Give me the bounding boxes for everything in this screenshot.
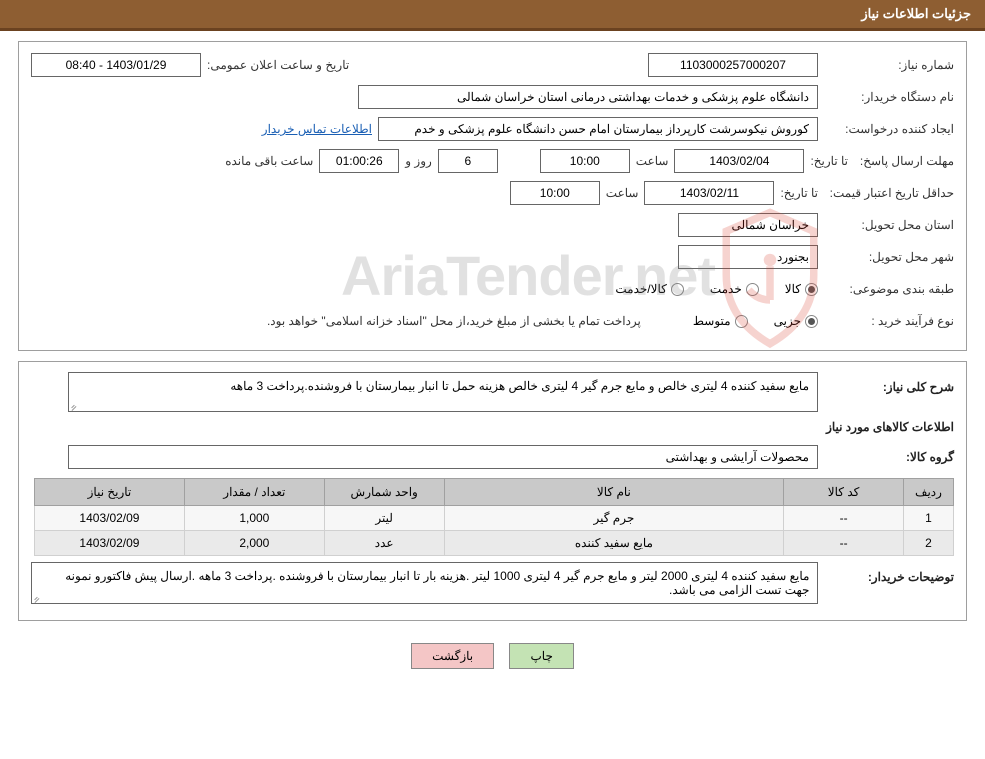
validity-date: 1403/02/11 [644, 181, 774, 205]
main-container: جزئیات اطلاعات نیاز AriaTender.net شماره… [0, 0, 985, 691]
items-title: اطلاعات کالاهای مورد نیاز [31, 420, 954, 434]
radio-partial[interactable]: جزیی [774, 314, 818, 328]
validity-label: حداقل تاریخ اعتبار قیمت: [824, 186, 954, 200]
category-label: طبقه بندی موضوعی: [824, 282, 954, 296]
remaining-label: ساعت باقی مانده [225, 154, 313, 168]
until-date-label-2: تا تاریخ: [780, 186, 818, 200]
table-header-row: ردیف کد کالا نام کالا واحد شمارش تعداد /… [35, 479, 954, 506]
cell: 2 [904, 531, 954, 556]
resize-handle-icon[interactable] [34, 593, 42, 601]
row-validity: حداقل تاریخ اعتبار قیمت: تا تاریخ: 1403/… [31, 180, 954, 206]
cell: لیتر [324, 506, 444, 531]
general-need-label: شرح کلی نیاز: [824, 380, 954, 394]
page-title-bar: جزئیات اطلاعات نیاز [0, 0, 985, 31]
radio-circle-icon [671, 283, 684, 296]
row-request-no: شماره نیاز: 1103000257000207 تاریخ و ساع… [31, 52, 954, 78]
content-area: AriaTender.net شماره نیاز: 1103000257000… [0, 31, 985, 691]
deadline-label: مهلت ارسال پاسخ: [854, 154, 954, 168]
th-row: ردیف [904, 479, 954, 506]
row-creator: ایجاد کننده درخواست: کوروش نیکوسرشت کارپ… [31, 116, 954, 142]
resize-handle-icon[interactable] [71, 401, 79, 409]
buyer-note-text-content: مایع سفید کننده 4 لیتری 2000 لیتر و مایع… [65, 569, 809, 597]
group-label: گروه کالا: [824, 450, 954, 464]
radio-service-label: خدمت [710, 282, 742, 296]
row-city: شهر محل تحویل: بجنورد [31, 244, 954, 270]
province-label: استان محل تحویل: [824, 218, 954, 232]
time-label-1: ساعت [636, 154, 669, 168]
row-buyer-note: توضیحات خریدار: مایع سفید کننده 4 لیتری … [31, 562, 954, 604]
row-deadline: مهلت ارسال پاسخ: تا تاریخ: 1403/02/04 سا… [31, 148, 954, 174]
th-unit: واحد شمارش [324, 479, 444, 506]
info-section: شماره نیاز: 1103000257000207 تاریخ و ساع… [18, 41, 967, 351]
th-qty: تعداد / مقدار [184, 479, 324, 506]
radio-medium[interactable]: متوسط [693, 314, 748, 328]
creator-value: کوروش نیکوسرشت کارپرداز بیمارستان امام ح… [378, 117, 818, 141]
days-remaining: 6 [438, 149, 498, 173]
cell: جرم گیر [444, 506, 784, 531]
items-table: ردیف کد کالا نام کالا واحد شمارش تعداد /… [34, 478, 954, 556]
days-and-label: روز و [405, 154, 432, 168]
payment-note: پرداخت تمام یا بخشی از مبلغ خرید،از محل … [267, 314, 641, 328]
cell: -- [784, 531, 904, 556]
radio-circle-icon [805, 315, 818, 328]
deadline-time: 10:00 [540, 149, 630, 173]
need-section: شرح کلی نیاز: مایع سفید کننده 4 لیتری خا… [18, 361, 967, 621]
buyer-value: دانشگاه علوم پزشکی و خدمات بهداشتی درمان… [358, 85, 818, 109]
th-code: کد کالا [784, 479, 904, 506]
request-no-value: 1103000257000207 [648, 53, 818, 77]
buyer-label: نام دستگاه خریدار: [824, 90, 954, 104]
print-button[interactable]: چاپ [509, 643, 573, 669]
deadline-date: 1403/02/04 [674, 149, 804, 173]
cell: 1,000 [184, 506, 324, 531]
cell: 1403/02/09 [35, 506, 185, 531]
announce-value: 1403/01/29 - 08:40 [31, 53, 201, 77]
th-name: نام کالا [444, 479, 784, 506]
cell: 1403/02/09 [35, 531, 185, 556]
row-group: گروه کالا: محصولات آرایشی و بهداشتی [31, 442, 954, 472]
radio-circle-icon [805, 283, 818, 296]
request-no-label: شماره نیاز: [824, 58, 954, 72]
general-need-text: مایع سفید کننده 4 لیتری خالص و مایع جرم … [68, 372, 818, 412]
buyer-note-label: توضیحات خریدار: [824, 570, 954, 584]
radio-goods-label: کالا [785, 282, 801, 296]
announce-label: تاریخ و ساعت اعلان عمومی: [207, 58, 349, 72]
purchase-type-label: نوع فرآیند خرید : [824, 314, 954, 328]
city-label: شهر محل تحویل: [824, 250, 954, 264]
time-label-2: ساعت [606, 186, 639, 200]
row-purchase-type: نوع فرآیند خرید : جزیی متوسط پرداخت تمام… [31, 308, 954, 334]
cell: -- [784, 506, 904, 531]
radio-service[interactable]: خدمت [710, 282, 759, 296]
row-buyer: نام دستگاه خریدار: دانشگاه علوم پزشکی و … [31, 84, 954, 110]
cell: عدد [324, 531, 444, 556]
general-need-text-content: مایع سفید کننده 4 لیتری خالص و مایع جرم … [230, 379, 809, 393]
radio-circle-icon [735, 315, 748, 328]
city-value: بجنورد [678, 245, 818, 269]
radio-goods[interactable]: کالا [785, 282, 818, 296]
button-row: چاپ بازگشت [18, 631, 967, 681]
row-category: طبقه بندی موضوعی: کالا خدمت کالا/خدمت [31, 276, 954, 302]
buyer-contact-link[interactable]: اطلاعات تماس خریدار [262, 122, 372, 136]
back-button[interactable]: بازگشت [411, 643, 494, 669]
radio-medium-label: متوسط [693, 314, 731, 328]
th-date: تاریخ نیاز [35, 479, 185, 506]
radio-partial-label: جزیی [774, 314, 801, 328]
radio-circle-icon [746, 283, 759, 296]
table-row: 2 -- مایع سفید کننده عدد 2,000 1403/02/0… [35, 531, 954, 556]
radio-goods-service[interactable]: کالا/خدمت [615, 282, 683, 296]
province-value: خراسان شمالی [678, 213, 818, 237]
cell: 1 [904, 506, 954, 531]
row-general-need: شرح کلی نیاز: مایع سفید کننده 4 لیتری خا… [31, 372, 954, 412]
creator-label: ایجاد کننده درخواست: [824, 122, 954, 136]
cell: مایع سفید کننده [444, 531, 784, 556]
until-date-label-1: تا تاریخ: [810, 154, 848, 168]
row-province: استان محل تحویل: خراسان شمالی [31, 212, 954, 238]
remaining-time: 01:00:26 [319, 149, 399, 173]
group-value: محصولات آرایشی و بهداشتی [68, 445, 818, 469]
validity-time: 10:00 [510, 181, 600, 205]
page-title: جزئیات اطلاعات نیاز [861, 6, 971, 21]
radio-goods-service-label: کالا/خدمت [615, 282, 666, 296]
cell: 2,000 [184, 531, 324, 556]
table-row: 1 -- جرم گیر لیتر 1,000 1403/02/09 [35, 506, 954, 531]
buyer-note-text: مایع سفید کننده 4 لیتری 2000 لیتر و مایع… [31, 562, 818, 604]
